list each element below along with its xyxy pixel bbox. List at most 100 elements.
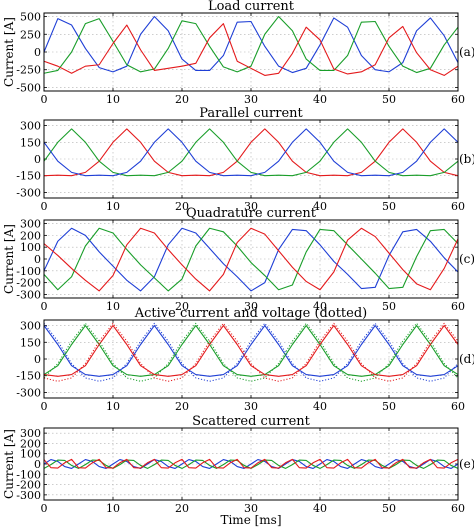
plot-frame [43,219,459,299]
x-tick-label: 30 [244,400,258,413]
series-line-1 [43,325,459,377]
x-tick-label: 30 [244,502,258,515]
y-tick-label: -300 [16,288,41,301]
series-line-1 [43,16,459,74]
y-tick-label: -200 [16,277,41,290]
y-tick-label: -250 [16,64,41,77]
x-tick-label: 0 [41,502,48,515]
x-tick-label: 30 [244,200,258,213]
x-tick-label: 10 [106,400,120,413]
series-line-1 [43,128,459,177]
x-tick-label: 20 [175,200,189,213]
x-tick-label: 40 [313,93,327,106]
y-tick-label: 100 [20,448,41,461]
panel-title: Scattered current [192,414,311,429]
x-tick-label: 30 [244,300,258,313]
y-tick-label: 150 [20,336,41,349]
y-tick-label: -150 [16,170,41,183]
y-tick-label: -100 [16,265,41,278]
y-tick-label: 0 [34,46,41,59]
y-tick-label: 150 [20,136,41,149]
x-tick-label: 60 [451,93,465,106]
y-tick-label: 200 [20,437,41,450]
x-tick-label: 50 [382,300,396,313]
series-line-0 [43,227,459,292]
panel-label: (a) [459,45,474,59]
y-axis-label: Current [A] [2,224,16,294]
panel-title: Load current [208,0,295,14]
x-tick-label: 50 [382,502,396,515]
y-tick-label: -300 [16,186,41,199]
panel-title: Quadrature current [186,206,317,221]
x-tick-label: 0 [41,200,48,213]
x-tick-label: 50 [382,400,396,413]
panel-label: (d) [459,352,474,366]
x-tick-label: 40 [313,400,327,413]
y-tick-label: 200 [20,229,41,242]
y-tick-label: 100 [20,241,41,254]
series-line-2 [43,458,459,469]
y-tick-label: -300 [16,489,41,502]
x-axis-label: Time [ms] [220,513,281,527]
x-tick-label: 30 [244,93,258,106]
series-line-2 [43,128,459,177]
panel-label: (c) [459,252,474,266]
x-tick-label: 40 [313,300,327,313]
x-tick-label: 60 [451,400,465,413]
x-tick-label: 40 [313,502,327,515]
x-tick-label: 50 [382,93,396,106]
y-axis-label: Current [A] [2,429,16,499]
series-line-2 [43,227,459,292]
series-line-0 [43,16,459,74]
y-tick-label: 300 [20,218,41,231]
y-tick-label: -500 [16,81,41,94]
y-axis-label: Current [A] [2,17,16,87]
panel-label: (e) [459,457,474,471]
series-line-0 [43,459,459,469]
x-tick-label: 10 [106,200,120,213]
y-tick-label: 0 [34,458,41,471]
x-tick-label: 10 [106,300,120,313]
panel-title: Active current and voltage (dotted) [134,306,368,321]
series-line-3 [43,322,459,382]
y-tick-label: 300 [20,427,41,440]
y-tick-label: 250 [20,28,41,41]
series-line-1 [43,227,459,292]
x-tick-label: 0 [41,93,48,106]
series-line-4 [43,322,459,382]
y-tick-label: -200 [16,479,41,492]
panel-label: (b) [459,152,474,166]
y-tick-label: -150 [16,370,41,383]
x-tick-label: 60 [451,200,465,213]
panel-title: Parallel current [199,106,303,121]
plot-frame [43,12,459,92]
x-tick-label: 50 [382,200,396,213]
y-tick-label: 0 [34,253,41,266]
x-tick-label: 20 [175,502,189,515]
x-tick-label: 60 [451,300,465,313]
x-tick-label: 20 [175,300,189,313]
plot-frame [43,319,459,399]
y-tick-label: -100 [16,468,41,481]
y-tick-label: 300 [20,120,41,133]
series-line-2 [43,325,459,377]
x-tick-label: 10 [106,93,120,106]
x-tick-label: 20 [175,93,189,106]
x-tick-label: 40 [313,200,327,213]
x-tick-label: 10 [106,502,120,515]
plot-frame [43,427,459,501]
series-line-0 [43,325,459,377]
y-tick-label: 500 [20,11,41,24]
x-tick-label: 0 [41,400,48,413]
x-tick-label: 0 [41,300,48,313]
plot-frame [43,119,459,199]
series-line-5 [43,322,459,382]
series-line-2 [43,23,459,76]
y-tick-label: -300 [16,386,41,399]
series-line-0 [43,128,459,177]
y-tick-label: 300 [20,320,41,333]
x-tick-label: 20 [175,400,189,413]
y-tick-label: 0 [34,153,41,166]
x-tick-label: 60 [451,502,465,515]
